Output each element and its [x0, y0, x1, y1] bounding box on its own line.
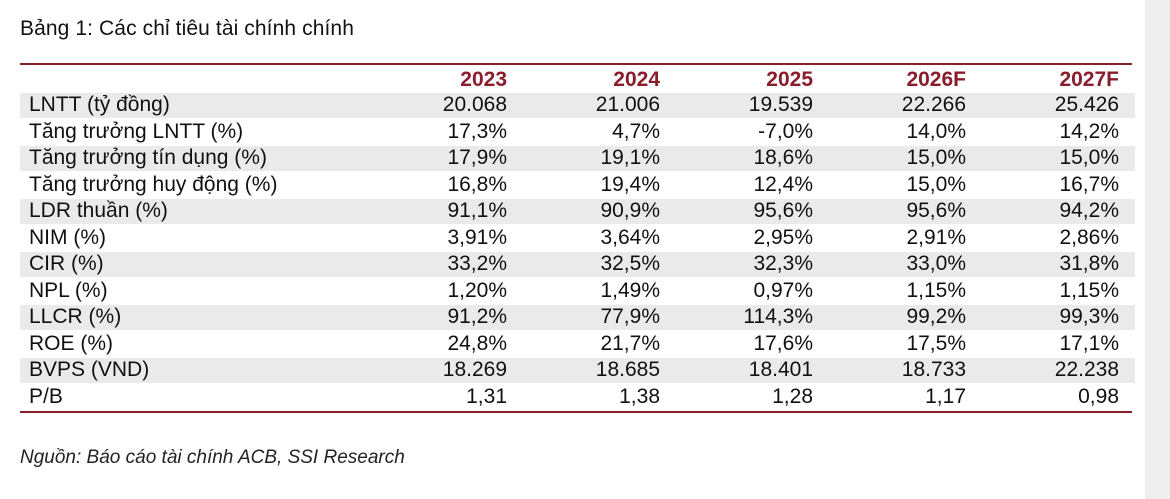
- row-label: Tăng trưởng LNTT (%): [20, 118, 393, 146]
- row-value: 33,0%: [829, 251, 982, 279]
- table-row: CIR (%) 33,2% 32,5% 32,3% 33,0% 31,8%: [20, 251, 1135, 279]
- row-value: -7,0%: [676, 118, 829, 146]
- row-value: 18.269: [393, 357, 523, 385]
- row-value: 18.685: [523, 357, 676, 385]
- row-label: CIR (%): [20, 251, 393, 279]
- header-row: 2023 2024 2025 2026F 2027F: [20, 65, 1135, 93]
- financial-table: 2023 2024 2025 2026F 2027F LNTT (tỷ đồng…: [20, 63, 1135, 413]
- row-value: 15,0%: [829, 171, 982, 199]
- row-value: 12,4%: [676, 171, 829, 199]
- right-scroll-strip: [1145, 0, 1170, 499]
- row-value: 16,7%: [982, 171, 1135, 199]
- row-value: 99,3%: [982, 304, 1135, 332]
- table-row: BVPS (VND) 18.269 18.685 18.401 18.733 22.238: [20, 357, 1135, 385]
- table-body: LNTT (tỷ đồng) 20.068 21.006 19.539 22.266 25…: [20, 93, 1135, 411]
- row-value: 0,98: [982, 383, 1135, 411]
- table-row: LDR thuần (%) 91,1% 90,9% 95,6% 95,6% 94,2%: [20, 198, 1135, 226]
- table-row: Tăng trưởng huy động (%) 16,8% 19,4% 12,4% 1…: [20, 171, 1135, 199]
- row-value: 95,6%: [676, 198, 829, 226]
- row-value: 15,0%: [982, 145, 1135, 173]
- row-value: 32,5%: [523, 251, 676, 279]
- row-value: 16,8%: [393, 171, 523, 199]
- row-value: 114,3%: [676, 304, 829, 332]
- row-value: 17,6%: [676, 330, 829, 358]
- row-label: Tăng trưởng tín dụng (%): [20, 145, 393, 173]
- row-value: 21,7%: [523, 330, 676, 358]
- row-value: 18.401: [676, 357, 829, 385]
- row-value: 99,2%: [829, 304, 982, 332]
- row-value: 17,3%: [393, 118, 523, 146]
- row-value: 1,15%: [829, 277, 982, 305]
- row-label: P/B: [20, 383, 393, 411]
- row-value: 19.539: [676, 93, 829, 120]
- row-label: LDR thuần (%): [20, 198, 393, 226]
- row-value: 19,4%: [523, 171, 676, 199]
- row-value: 18,6%: [676, 145, 829, 173]
- row-value: 1,38: [523, 383, 676, 411]
- row-value: 31,8%: [982, 251, 1135, 279]
- row-value: 25.426: [982, 93, 1135, 120]
- row-value: 94,2%: [982, 198, 1135, 226]
- row-value: 33,2%: [393, 251, 523, 279]
- table-top-rule: [20, 63, 1132, 65]
- row-label: ROE (%): [20, 330, 393, 358]
- header-year: 2023: [460, 67, 507, 91]
- table-row: ROE (%) 24,8% 21,7% 17,6% 17,5% 17,1%: [20, 330, 1135, 358]
- table-row: P/B 1,31 1,38 1,28 1,17 0,98: [20, 383, 1135, 411]
- row-value: 17,9%: [393, 145, 523, 173]
- source-note: Nguồn: Báo cáo tài chính ACB, SSI Resear…: [20, 447, 405, 468]
- row-value: 20.068: [393, 93, 523, 120]
- row-value: 2,91%: [829, 224, 982, 252]
- row-label: NIM (%): [20, 224, 393, 252]
- row-value: 91,2%: [393, 304, 523, 332]
- row-value: 32,3%: [676, 251, 829, 279]
- row-value: 1,31: [393, 383, 523, 411]
- row-value: 1,17: [829, 383, 982, 411]
- table-row: LNTT (tỷ đồng) 20.068 21.006 19.539 22.266 25…: [20, 93, 1135, 120]
- table-bottom-rule: [20, 411, 1132, 413]
- row-value: 4,7%: [523, 118, 676, 146]
- row-value: 22.238: [982, 357, 1135, 385]
- row-value: 1,15%: [982, 277, 1135, 305]
- row-value: 3,91%: [393, 224, 523, 252]
- row-value: 3,64%: [523, 224, 676, 252]
- table-row: LLCR (%) 91,2% 77,9% 114,3% 99,2% 99,3%: [20, 304, 1135, 332]
- table-row: NIM (%) 3,91% 3,64% 2,95% 2,91% 2,86%: [20, 224, 1135, 252]
- row-value: 2,95%: [676, 224, 829, 252]
- row-value: 24,8%: [393, 330, 523, 358]
- row-value: 1,20%: [393, 277, 523, 305]
- header-year: 2025: [766, 67, 813, 91]
- row-value: 95,6%: [829, 198, 982, 226]
- row-value: 91,1%: [393, 198, 523, 226]
- row-value: 19,1%: [523, 145, 676, 173]
- row-value: 1,28: [676, 383, 829, 411]
- table-row: Tăng trưởng LNTT (%) 17,3% 4,7% -7,0% 14,0% 1…: [20, 118, 1135, 146]
- row-value: 17,1%: [982, 330, 1135, 358]
- row-value: 1,49%: [523, 277, 676, 305]
- row-value: 0,97%: [676, 277, 829, 305]
- row-value: 14,0%: [829, 118, 982, 146]
- row-label: LNTT (tỷ đồng): [20, 93, 393, 120]
- row-label: NPL (%): [20, 277, 393, 305]
- row-label: Tăng trưởng huy động (%): [20, 171, 393, 199]
- row-value: 14,2%: [982, 118, 1135, 146]
- row-value: 2,86%: [982, 224, 1135, 252]
- row-label: LLCR (%): [20, 304, 393, 332]
- row-value: 18.733: [829, 357, 982, 385]
- table-row: NPL (%) 1,20% 1,49% 0,97% 1,15% 1,15%: [20, 277, 1135, 305]
- header-label-cell: [20, 65, 393, 93]
- row-value: 15,0%: [829, 145, 982, 173]
- header-year: 2024: [613, 67, 660, 91]
- row-value: 21.006: [523, 93, 676, 120]
- header-year: 2027F: [1059, 67, 1119, 91]
- row-value: 90,9%: [523, 198, 676, 226]
- table-title: Bảng 1: Các chỉ tiêu tài chính chính: [20, 17, 354, 40]
- header-year: 2026F: [906, 67, 966, 91]
- row-label: BVPS (VND): [20, 357, 393, 385]
- row-value: 17,5%: [829, 330, 982, 358]
- row-value: 77,9%: [523, 304, 676, 332]
- table-row: Tăng trưởng tín dụng (%) 17,9% 19,1% 18,6% 1…: [20, 145, 1135, 173]
- row-value: 22.266: [829, 93, 982, 120]
